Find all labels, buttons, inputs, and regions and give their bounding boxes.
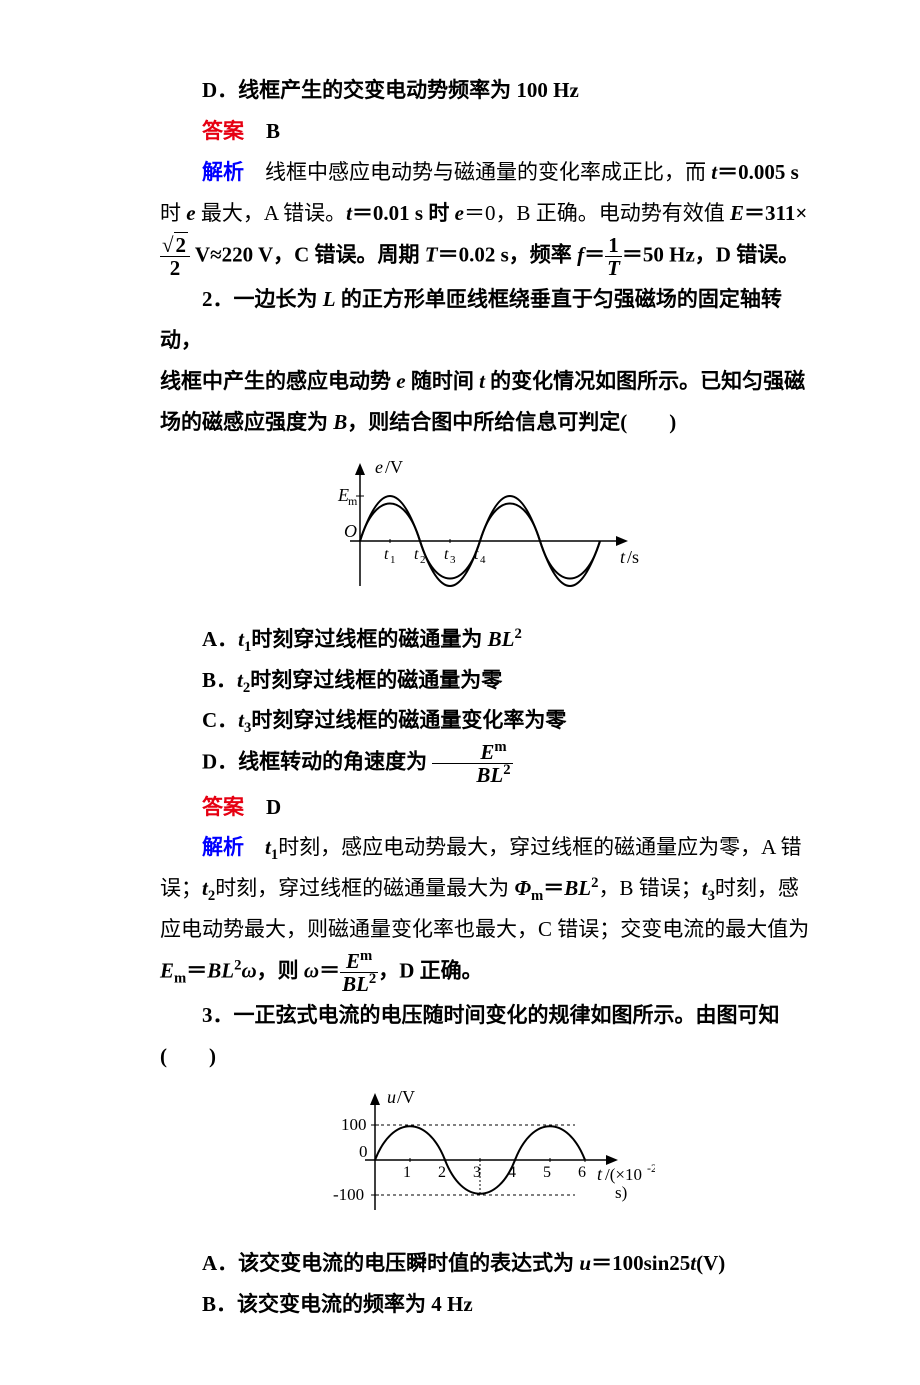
q3-option-b: B．该交变电流的频率为 4 Hz xyxy=(160,1284,810,1325)
svg-text:t: t xyxy=(474,546,479,563)
text: V≈220 V，C 错误。周期 xyxy=(190,242,425,266)
svg-text:1: 1 xyxy=(390,554,396,566)
text: ＝0.01 s 时 xyxy=(352,201,455,225)
frac-sqrt2-over-2: √2 2 xyxy=(160,234,190,279)
q1-expl-p1: 解析 线框中感应电动势与磁通量的变化率成正比，而 t＝0.005 s xyxy=(160,152,810,193)
answer-label: 答案 xyxy=(202,119,244,143)
answer-label: 答案 xyxy=(202,795,244,819)
svg-text:100: 100 xyxy=(341,1115,367,1134)
q1-answer-value: B xyxy=(266,119,280,143)
text: 时刻，感 xyxy=(715,876,799,900)
text: ，B 错误； xyxy=(598,876,701,900)
text: 线框中感应电动势与磁通量的变化率成正比，而 xyxy=(265,160,711,184)
q2-answer-line: 答案 D xyxy=(160,787,810,828)
text: ＝0.02 s，频率 xyxy=(438,242,577,266)
svg-text:u: u xyxy=(387,1087,396,1107)
text: 时刻穿过线框的磁通量为零 xyxy=(250,668,502,692)
q2-expl-p4: Em＝BL2ω，则 ω＝EmBL2，D 正确。 xyxy=(160,950,810,995)
text: ＝50 Hz，D 错误。 xyxy=(622,242,799,266)
q2-option-b: B．t2时刻穿过线框的磁通量为零 xyxy=(160,660,810,701)
svg-text:3: 3 xyxy=(450,554,456,566)
text: 时刻，穿过线框的磁通量最大为 xyxy=(215,876,514,900)
q2-stem-l3: 场的磁感应强度为 B，则结合图中所给信息可判定( ) xyxy=(160,402,810,443)
text: 时刻，感应电动势最大，穿过线框的磁通量应为零，A 错 xyxy=(278,835,801,859)
q2-answer-value: D xyxy=(266,795,281,819)
svg-text:/V: /V xyxy=(397,1087,415,1107)
q1-answer-line: 答案 B xyxy=(160,111,810,152)
q2-option-a: A．t1时刻穿过线框的磁通量为 BL2 xyxy=(160,619,810,660)
text: 线框中产生的感应电动势 xyxy=(160,369,396,393)
svg-text:2: 2 xyxy=(438,1164,446,1181)
text: 时刻穿过线框的磁通量变化率为零 xyxy=(251,708,566,732)
q2-stem-l2: 线框中产生的感应电动势 e 随时间 t 的变化情况如图所示。已知匀强磁 xyxy=(160,361,810,402)
q2-expl-p1: 解析 t1时刻，感应电动势最大，穿过线框的磁通量应为零，A 错 xyxy=(160,827,810,868)
q3-graph: u /V 100 0 -100 1 2 3 4 5 6 t xyxy=(160,1085,810,1235)
text: 时 xyxy=(160,201,186,225)
svg-text:6: 6 xyxy=(578,1164,586,1181)
svg-text:t: t xyxy=(620,547,626,567)
expl-label: 解析 xyxy=(202,160,244,184)
svg-text:/s: /s xyxy=(627,547,639,567)
svg-text:t: t xyxy=(597,1164,603,1184)
svg-text:O: O xyxy=(344,521,357,541)
svg-text:-2: -2 xyxy=(647,1161,655,1175)
text: 的变化情况如图所示。已知匀强磁 xyxy=(485,369,805,393)
text: B． xyxy=(202,668,237,692)
text: ＝0，B 正确。电动势有效值 xyxy=(464,201,730,225)
text: ＝311× xyxy=(744,201,807,225)
svg-text:2: 2 xyxy=(420,554,426,566)
svg-text:4: 4 xyxy=(480,554,486,566)
svg-text:5: 5 xyxy=(543,1164,551,1181)
svg-text:0: 0 xyxy=(359,1142,368,1161)
frac-1-over-T: 1T xyxy=(605,234,622,279)
q2-option-d: D．线框转动的角速度为 Em BL2 xyxy=(160,741,810,786)
text: D．线框转动的角速度为 xyxy=(202,750,427,774)
svg-text:4: 4 xyxy=(508,1164,516,1181)
text: ，则 xyxy=(257,959,304,983)
text: ，则结合图中所给信息可判定( ) xyxy=(347,410,676,434)
q3-stem: 3．一正弦式电流的电压随时间变化的规律如图所示。由图可知( ) xyxy=(160,995,810,1077)
q2-graph: e /V E m O t /s t1 t2 t3 t4 xyxy=(160,451,810,611)
text: (V) xyxy=(696,1251,725,1275)
q2-expl-p2: 误；t2时刻，穿过线框的磁通量最大为 Φm＝BL2，B 错误；t3时刻，感 xyxy=(160,868,810,909)
q1-expl-p2: 时 e 最大，A 错误。t＝0.01 s 时 e＝0，B 正确。电动势有效值 E… xyxy=(160,193,810,234)
text: 误； xyxy=(160,876,202,900)
q3-option-a: A．该交变电流的电压瞬时值的表达式为 u＝100sin25t(V) xyxy=(160,1243,810,1284)
text: 最大，A 错误。 xyxy=(196,201,347,225)
text: 场的磁感应强度为 xyxy=(160,410,333,434)
svg-text:t: t xyxy=(414,546,419,563)
svg-text:/(×10: /(×10 xyxy=(605,1165,642,1184)
q1-option-d: D．线框产生的交变电动势频率为 100 Hz xyxy=(160,70,810,111)
expl-label: 解析 xyxy=(202,835,244,859)
text: 随时间 xyxy=(406,369,480,393)
svg-text:-100: -100 xyxy=(333,1185,364,1204)
svg-text:t: t xyxy=(444,546,449,563)
q2-expl-p3: 应电动势最大，则磁通量变化率也最大，C 错误；交变电流的最大值为 xyxy=(160,909,810,950)
svg-text:t: t xyxy=(384,546,389,563)
text: C． xyxy=(202,708,238,732)
text: A． xyxy=(202,627,238,651)
frac-Em-over-BL2-2: EmBL2 xyxy=(340,950,378,995)
text: ，D 正确。 xyxy=(378,959,482,983)
text: 时刻穿过线框的磁通量为 xyxy=(251,627,487,651)
svg-text:1: 1 xyxy=(403,1164,411,1181)
q2-option-c: C．t3时刻穿过线框的磁通量变化率为零 xyxy=(160,700,810,741)
q1-expl-p3: √2 2 V≈220 V，C 错误。周期 T＝0.02 s，频率 f＝1T＝50… xyxy=(160,234,810,279)
text: ＝100sin25 xyxy=(591,1251,690,1275)
text: A．该交变电流的电压瞬时值的表达式为 xyxy=(202,1251,579,1275)
q2-stem-l1: 2．一边长为 L 的正方形单匝线框绕垂直于匀强磁场的固定轴转动， xyxy=(160,279,810,361)
text: 2．一边长为 xyxy=(202,287,323,311)
text: ＝0.005 s xyxy=(717,160,799,184)
svg-text:s): s) xyxy=(615,1183,627,1202)
frac-Em-over-BL2: Em BL2 xyxy=(432,741,512,786)
